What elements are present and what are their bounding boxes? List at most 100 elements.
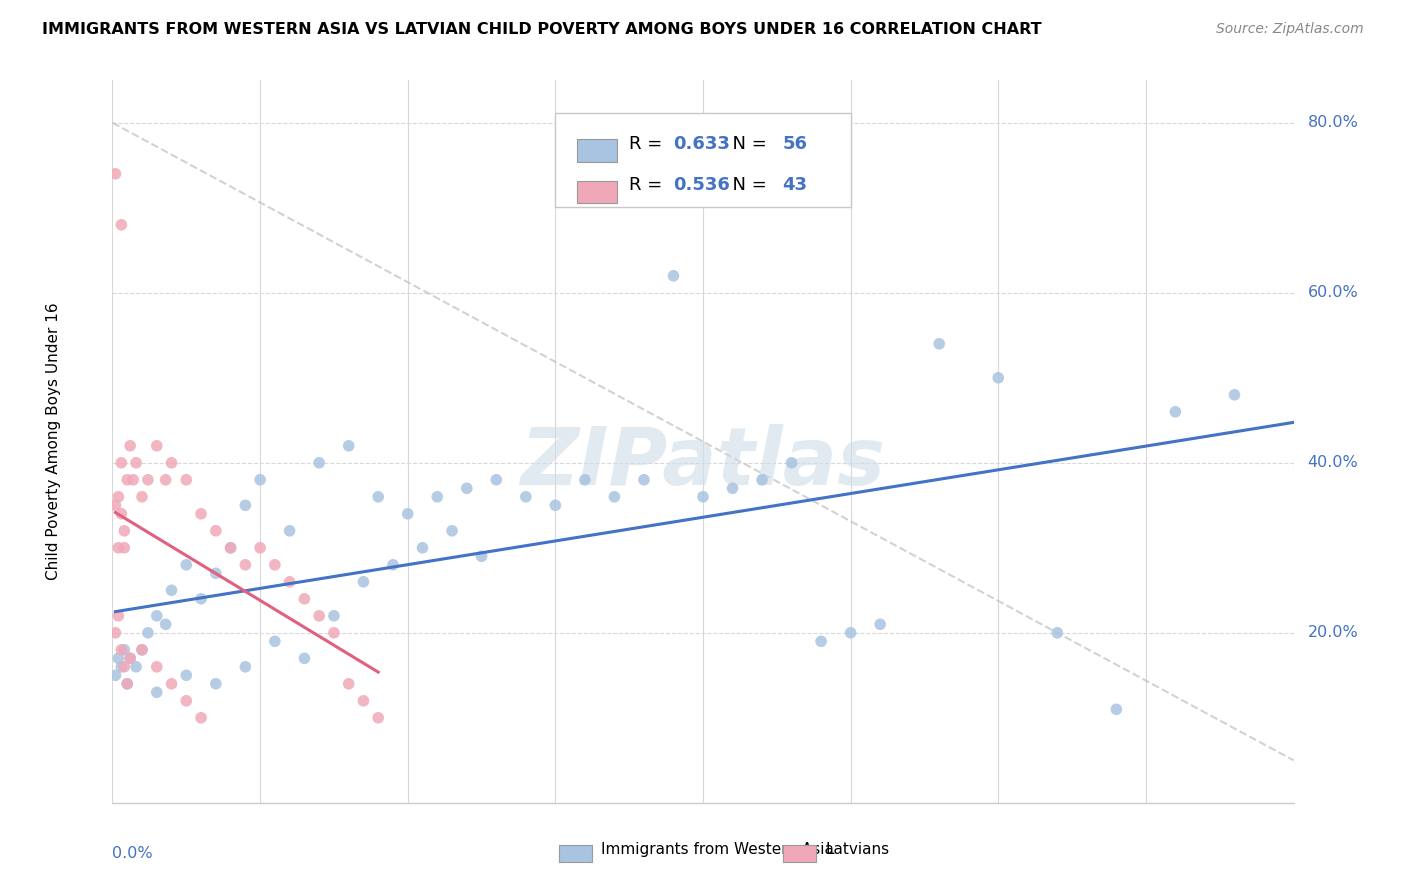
Text: R =: R = — [628, 177, 668, 194]
Point — [125, 456, 148, 470]
Point — [107, 651, 129, 665]
Point — [323, 625, 346, 640]
Text: ZIPatlas: ZIPatlas — [520, 425, 886, 502]
Point — [155, 617, 177, 632]
Text: R =: R = — [628, 135, 668, 153]
Point — [264, 634, 287, 648]
Point — [146, 439, 169, 453]
Point — [190, 711, 212, 725]
Point — [278, 524, 301, 538]
Text: Source: ZipAtlas.com: Source: ZipAtlas.com — [1216, 22, 1364, 37]
Point — [110, 660, 132, 674]
Point — [155, 473, 177, 487]
Point — [810, 634, 832, 648]
Point — [117, 473, 138, 487]
Text: Child Poverty Among Boys Under 16: Child Poverty Among Boys Under 16 — [46, 302, 60, 581]
Point — [104, 498, 127, 512]
Point — [146, 660, 169, 674]
Point — [574, 473, 596, 487]
Point — [107, 490, 129, 504]
Point — [120, 651, 142, 665]
Point — [249, 473, 271, 487]
Point — [136, 473, 159, 487]
Point — [160, 677, 183, 691]
Text: 40.0%: 40.0% — [1308, 455, 1358, 470]
Point — [219, 541, 242, 555]
Point — [751, 473, 773, 487]
Point — [117, 677, 138, 691]
Point — [411, 541, 433, 555]
Text: 60.0%: 60.0% — [1308, 285, 1358, 301]
Point — [780, 456, 803, 470]
Point — [544, 498, 567, 512]
Point — [1164, 405, 1187, 419]
Text: N =: N = — [721, 177, 772, 194]
Point — [249, 541, 271, 555]
Point — [352, 574, 374, 589]
Point — [131, 642, 153, 657]
Point — [107, 541, 129, 555]
Point — [839, 625, 862, 640]
Point — [396, 507, 419, 521]
Point — [367, 490, 389, 504]
Text: 0.0%: 0.0% — [112, 847, 153, 861]
Point — [104, 167, 127, 181]
Point — [323, 608, 346, 623]
Text: 80.0%: 80.0% — [1308, 115, 1358, 130]
Point — [292, 651, 315, 665]
Point — [174, 694, 197, 708]
Point — [987, 371, 1010, 385]
FancyBboxPatch shape — [560, 845, 592, 862]
FancyBboxPatch shape — [576, 139, 617, 161]
Point — [146, 608, 169, 623]
Point — [928, 336, 950, 351]
Point — [308, 608, 330, 623]
Point — [174, 558, 197, 572]
Point — [278, 574, 301, 589]
Point — [120, 651, 142, 665]
Point — [662, 268, 685, 283]
Point — [233, 558, 256, 572]
Point — [104, 668, 127, 682]
Point — [515, 490, 537, 504]
Point — [1105, 702, 1128, 716]
Point — [136, 625, 159, 640]
Point — [470, 549, 494, 564]
Point — [603, 490, 626, 504]
Point — [869, 617, 891, 632]
Point — [112, 660, 135, 674]
Point — [107, 608, 129, 623]
Point — [721, 481, 744, 495]
Point — [120, 439, 142, 453]
Point — [692, 490, 714, 504]
Text: Immigrants from Western Asia: Immigrants from Western Asia — [602, 842, 834, 857]
Point — [110, 456, 132, 470]
Point — [337, 677, 360, 691]
FancyBboxPatch shape — [555, 112, 851, 207]
Point — [426, 490, 449, 504]
Point — [205, 524, 228, 538]
Point — [456, 481, 478, 495]
Point — [174, 668, 197, 682]
Point — [174, 473, 197, 487]
FancyBboxPatch shape — [576, 181, 617, 203]
Point — [367, 711, 389, 725]
Point — [219, 541, 242, 555]
Point — [1223, 388, 1246, 402]
Text: N =: N = — [721, 135, 772, 153]
Point — [441, 524, 464, 538]
Point — [125, 660, 148, 674]
Point — [264, 558, 287, 572]
Point — [146, 685, 169, 699]
Text: 0.633: 0.633 — [673, 135, 730, 153]
Point — [292, 591, 315, 606]
Point — [122, 473, 145, 487]
Point — [337, 439, 360, 453]
Point — [160, 456, 183, 470]
Point — [110, 507, 132, 521]
Text: 20.0%: 20.0% — [1308, 625, 1358, 640]
Point — [160, 583, 183, 598]
Text: 43: 43 — [782, 177, 807, 194]
Point — [190, 507, 212, 521]
Point — [131, 642, 153, 657]
